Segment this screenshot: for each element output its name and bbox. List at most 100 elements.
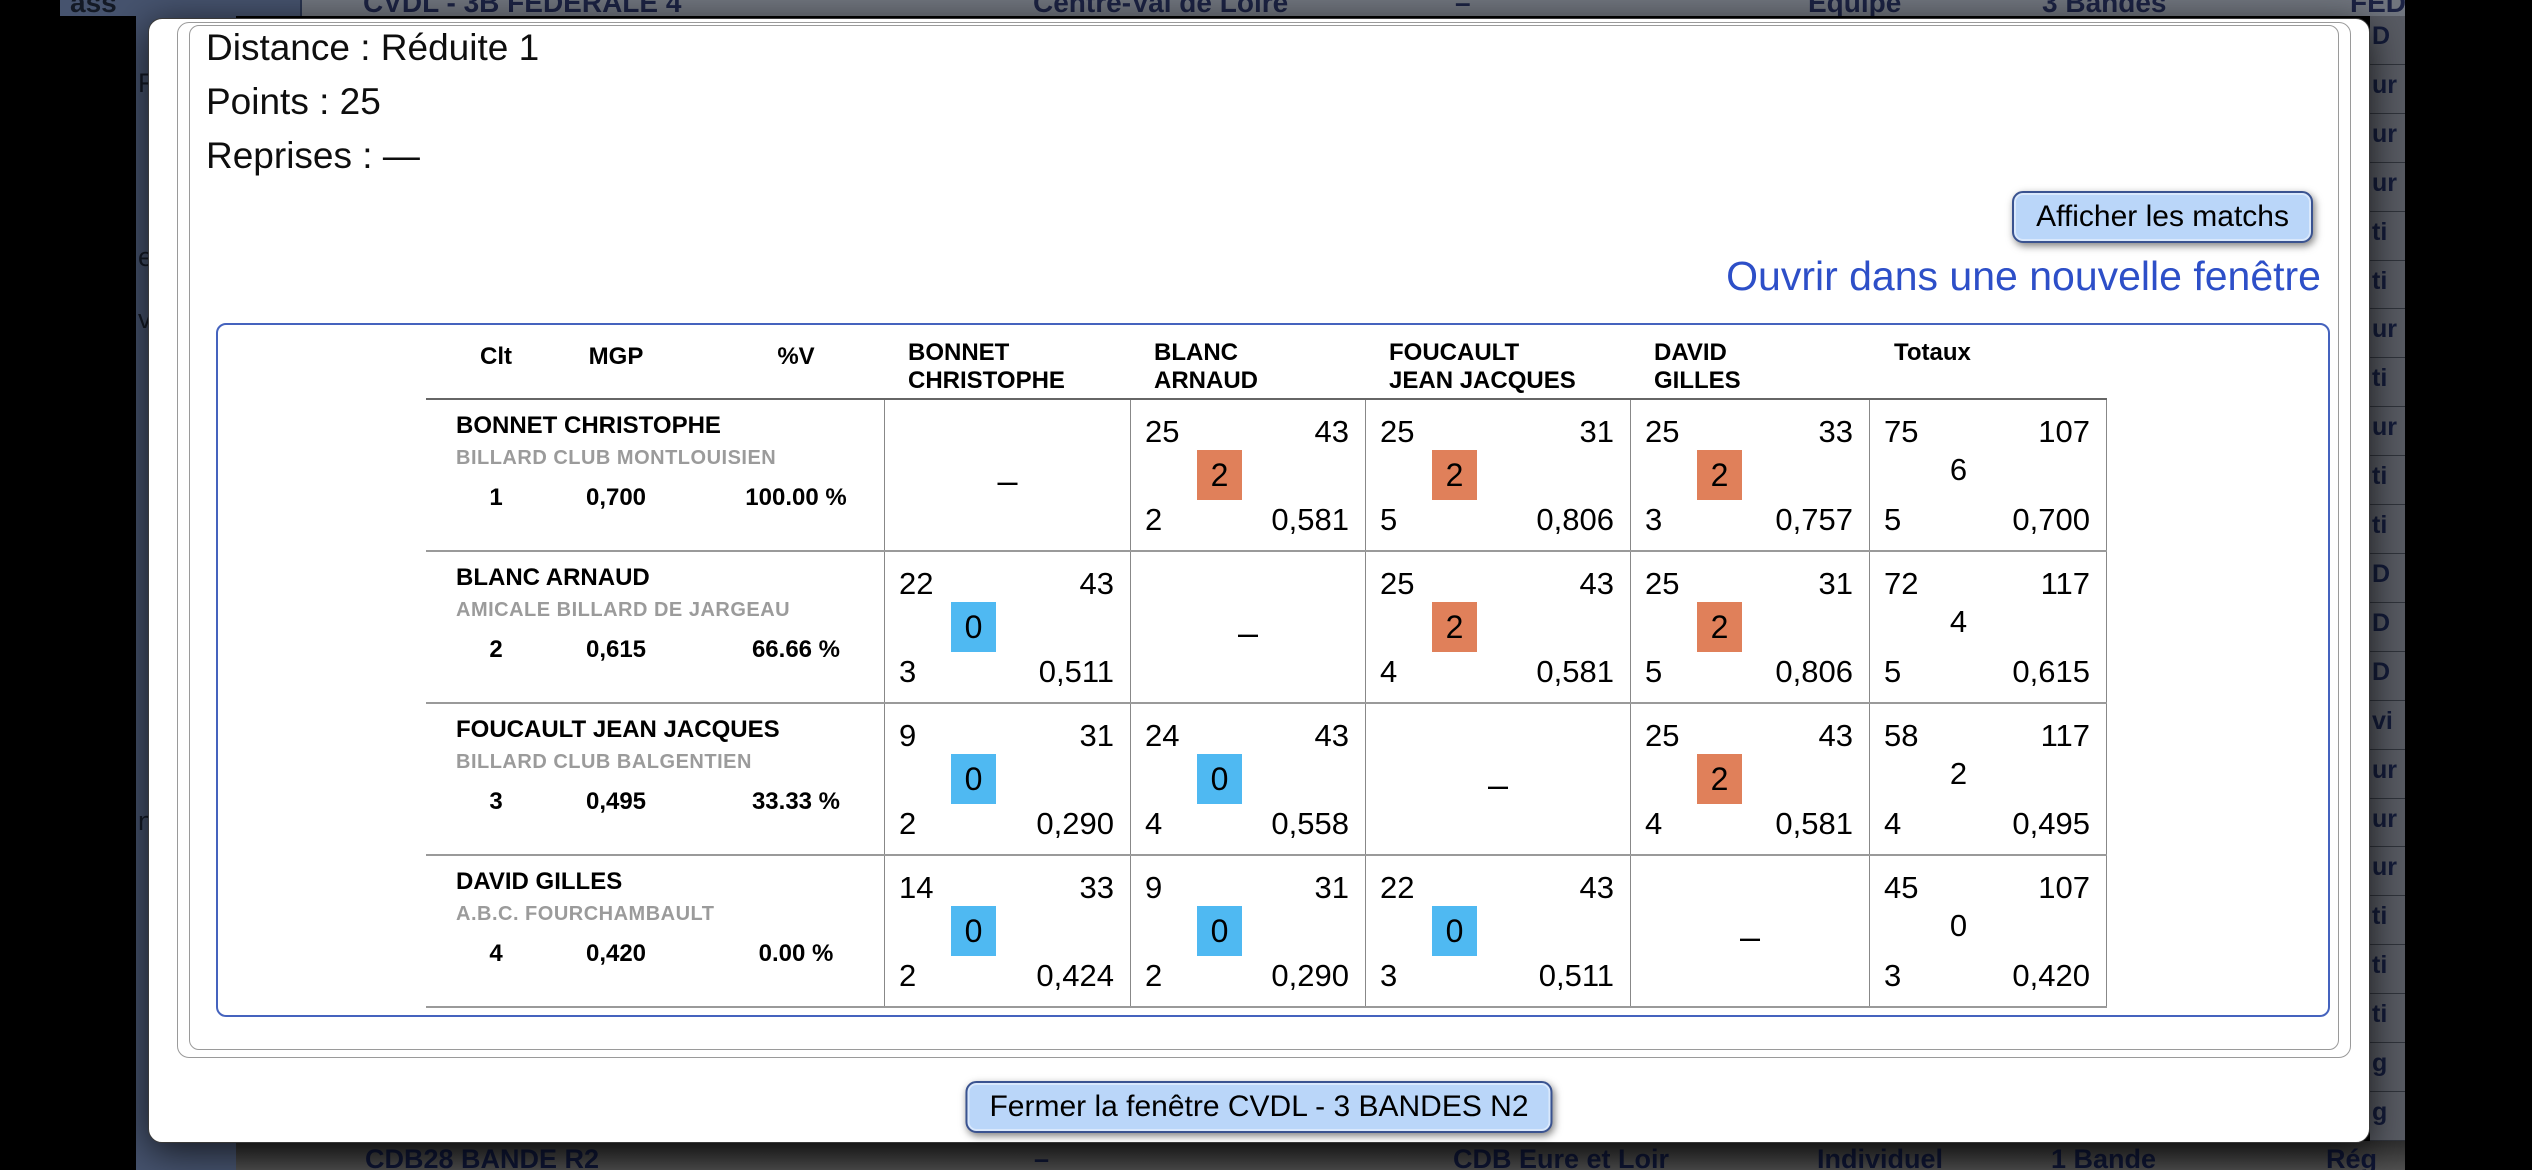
- strip-fragment: ti: [2372, 266, 2388, 295]
- self-dash: –: [1237, 612, 1259, 653]
- opponent-name: CHRISTOPHE: [908, 367, 1065, 394]
- results-table-container: [216, 323, 2330, 1017]
- match-distance: 43: [1579, 566, 1614, 601]
- opponent-name: ARNAUD: [1154, 367, 1258, 394]
- player-mgp: 0,615: [585, 636, 647, 663]
- total-match-points: 2: [1949, 756, 1968, 791]
- match-reprises: 3: [1380, 958, 1398, 993]
- match-points: 9: [899, 718, 917, 753]
- background-competition-name: CDB28 BANDE R2: [365, 1144, 600, 1170]
- match-result-badge: 2: [1697, 602, 1742, 652]
- match-average: 0,806: [1536, 502, 1614, 537]
- strip-fragment: ur: [2372, 804, 2397, 833]
- match-cell: 14 33 0 2 0,424: [884, 856, 1130, 1006]
- background-dash: –: [1034, 1144, 1050, 1170]
- match-distance: 43: [1818, 718, 1853, 753]
- match-result-badge: 0: [1197, 906, 1242, 956]
- background-top-row: ass CVDL - 3B FEDERALE 4 Centre-Val de L…: [60, 0, 2405, 16]
- opponent-name: BLANC: [1154, 339, 1238, 366]
- total-average: 0,495: [2012, 806, 2090, 841]
- match-cell: 25 31 2 5 0,806: [1365, 400, 1630, 550]
- strip-fragment: ti: [2372, 951, 2388, 980]
- match-reprises: 2: [899, 806, 917, 841]
- player-rank: 4: [489, 940, 503, 967]
- player-club: BILLARD CLUB BALGENTIEN: [456, 751, 752, 773]
- strip-fragment: ur: [2372, 315, 2397, 344]
- distance-info: Distance : Réduite 1: [206, 27, 540, 68]
- modal-inner-frame: [177, 22, 2351, 1058]
- match-distance: 33: [1079, 870, 1114, 905]
- open-new-window-link[interactable]: Ouvrir dans une nouvelle fenêtre: [1726, 253, 2321, 299]
- background-fragment: ass: [70, 0, 117, 16]
- match-average: 0,757: [1775, 502, 1853, 537]
- strip-fragment: D: [2372, 22, 2391, 50]
- total-points: 45: [1884, 870, 1919, 905]
- opponent-name: BONNET: [908, 339, 1010, 366]
- strip-fragment: ur: [2372, 853, 2397, 882]
- background-region: Centre-Val de Loire: [1033, 0, 1289, 16]
- match-cell: 22 43 0 3 0,511: [884, 552, 1130, 702]
- match-average: 0,558: [1271, 806, 1349, 841]
- self-cell: –: [1630, 856, 1869, 1006]
- strip-fragment: ur: [2372, 70, 2397, 99]
- match-average: 0,424: [1036, 958, 1114, 993]
- background-level: Rég: [2326, 1144, 2378, 1170]
- player-rank: 1: [489, 484, 503, 511]
- strip-fragment: ur: [2372, 119, 2397, 148]
- match-distance: 43: [1314, 414, 1349, 449]
- match-average: 0,581: [1536, 654, 1614, 689]
- match-points: 25: [1380, 414, 1415, 449]
- match-distance: 33: [1818, 414, 1853, 449]
- match-result-badge: 2: [1197, 450, 1242, 500]
- results-modal: Distance : Réduite 1 Points : 25 Reprise…: [148, 18, 2370, 1143]
- match-distance: 43: [1579, 870, 1614, 905]
- match-cell: 24 43 0 4 0,558: [1130, 704, 1365, 854]
- match-points: 22: [899, 566, 934, 601]
- background-competition-name: CVDL - 3B FEDERALE 4: [363, 0, 682, 16]
- match-average: 0,290: [1271, 958, 1349, 993]
- opponent-header: DAVID GILLES: [1630, 331, 1869, 398]
- match-result-badge: 2: [1432, 450, 1477, 500]
- player-club: BILLARD CLUB MONTLOUISIEN: [456, 447, 777, 469]
- match-reprises: 5: [1645, 654, 1663, 689]
- strip-fragment: g: [2372, 1097, 2388, 1126]
- table-row: DAVID GILLES A.B.C. FOURCHAMBAULT 4 0,42…: [426, 856, 2107, 1008]
- match-reprises: 2: [899, 958, 917, 993]
- opponent-name: DAVID: [1654, 339, 1727, 366]
- match-cell: 25 43 2 4 0,581: [1630, 704, 1869, 854]
- strip-fragment: ur: [2372, 413, 2397, 442]
- total-reprises: 5: [1884, 654, 1902, 689]
- strip-fragment: ur: [2372, 168, 2397, 197]
- total-points: 72: [1884, 566, 1919, 601]
- stats-header-cell: Clt MGP %V: [426, 331, 884, 398]
- player-name: BONNET CHRISTOPHE: [456, 412, 721, 439]
- match-cell: 25 33 2 3 0,757: [1630, 400, 1869, 550]
- match-reprises: 4: [1380, 654, 1398, 689]
- match-average: 0,806: [1775, 654, 1853, 689]
- opponent-header: BLANC ARNAUD: [1130, 331, 1365, 398]
- total-reprises: 3: [1884, 958, 1902, 993]
- total-average: 0,615: [2012, 654, 2090, 689]
- total-distance: 117: [2040, 566, 2090, 601]
- match-points: 14: [899, 870, 934, 905]
- strip-fragment: vi: [2372, 706, 2393, 735]
- table-row: FOUCAULT JEAN JACQUES BILLARD CLUB BALGE…: [426, 704, 2107, 856]
- total-average: 0,420: [2012, 958, 2090, 993]
- player-win-pct: 66.66 %: [751, 636, 841, 663]
- total-distance: 107: [2038, 414, 2090, 449]
- match-result-badge: 2: [1697, 754, 1742, 804]
- player-name: DAVID GILLES: [456, 868, 623, 895]
- self-dash: –: [997, 460, 1018, 501]
- strip-fragment: D: [2372, 657, 2391, 686]
- strip-fragment: ti: [2372, 1000, 2388, 1029]
- show-matches-button[interactable]: Afficher les matchs: [2012, 191, 2313, 243]
- strip-fragment: g: [2372, 1049, 2388, 1078]
- total-match-points: 0: [1949, 908, 1968, 943]
- match-result-badge: 0: [1432, 906, 1477, 956]
- close-window-button[interactable]: Fermer la fenêtre CVDL - 3 BANDES N2: [965, 1081, 1553, 1133]
- match-points: 25: [1645, 566, 1680, 601]
- player-rank: 3: [489, 788, 503, 815]
- match-average: 0,290: [1036, 806, 1114, 841]
- player-mgp: 0,420: [585, 940, 647, 967]
- match-result-badge: 0: [1197, 754, 1242, 804]
